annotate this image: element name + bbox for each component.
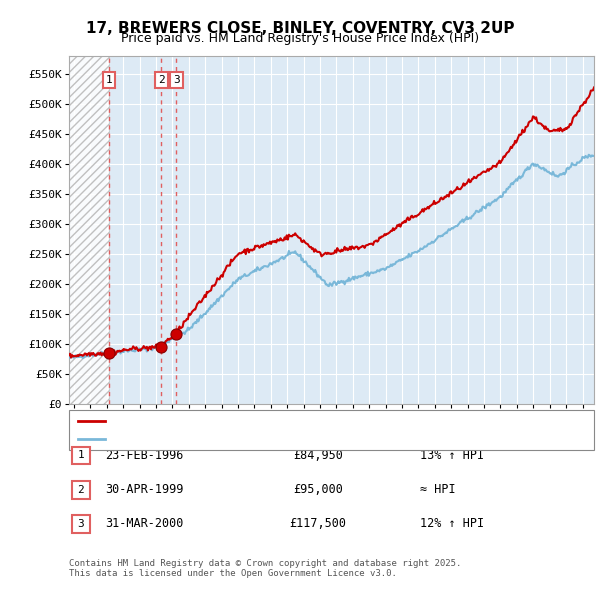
Text: £117,500: £117,500: [290, 517, 347, 530]
Text: £84,950: £84,950: [293, 449, 343, 462]
Text: £95,000: £95,000: [293, 483, 343, 496]
Text: ≈ HPI: ≈ HPI: [420, 483, 455, 496]
Text: 13% ↑ HPI: 13% ↑ HPI: [420, 449, 484, 462]
Text: 31-MAR-2000: 31-MAR-2000: [105, 517, 184, 530]
Text: 1: 1: [77, 451, 85, 460]
Text: 12% ↑ HPI: 12% ↑ HPI: [420, 517, 484, 530]
Text: 17, BREWERS CLOSE, BINLEY, COVENTRY, CV3 2UP: 17, BREWERS CLOSE, BINLEY, COVENTRY, CV3…: [86, 21, 514, 35]
Text: 1: 1: [106, 75, 113, 85]
Text: HPI: Average price, detached house, Coventry: HPI: Average price, detached house, Cove…: [112, 434, 387, 444]
Text: 30-APR-1999: 30-APR-1999: [105, 483, 184, 496]
Text: Price paid vs. HM Land Registry's House Price Index (HPI): Price paid vs. HM Land Registry's House …: [121, 32, 479, 45]
Text: Contains HM Land Registry data © Crown copyright and database right 2025.
This d: Contains HM Land Registry data © Crown c…: [69, 559, 461, 578]
Bar: [69, 56, 109, 404]
Text: 3: 3: [173, 75, 180, 85]
Bar: [69, 56, 109, 404]
Text: 23-FEB-1996: 23-FEB-1996: [105, 449, 184, 462]
Text: 2: 2: [158, 75, 165, 85]
Text: 2: 2: [77, 485, 85, 494]
Text: 17, BREWERS CLOSE, BINLEY, COVENTRY, CV3 2UP (detached house): 17, BREWERS CLOSE, BINLEY, COVENTRY, CV3…: [112, 417, 493, 427]
Text: 3: 3: [77, 519, 85, 529]
